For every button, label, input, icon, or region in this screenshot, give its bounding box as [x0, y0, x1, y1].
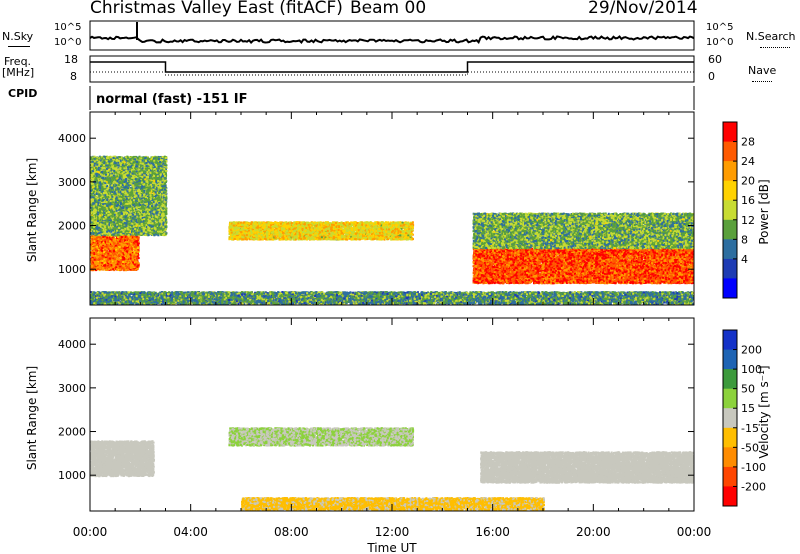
freq-line: [90, 62, 694, 72]
scatter-band: [90, 234, 140, 271]
colorbar-segment: [723, 278, 737, 298]
colorbar-tick-label: 15: [741, 402, 755, 415]
time-axis-labels: 00:00 04:00 08:00 12:00 16:00 20:00 00:00: [73, 525, 712, 539]
velocity-panel: 1000 2000 3000 4000 Slant Range [km]: [25, 318, 694, 511]
colorbar-tick-label: 20: [741, 175, 755, 188]
colorbar-segment: [723, 330, 737, 350]
power-data: [90, 156, 694, 305]
colorbar-segment: [723, 369, 737, 389]
colorbar-segment: [723, 350, 737, 370]
colorbar-segment: [723, 259, 737, 279]
colorbar-tick-label: 4: [741, 253, 748, 266]
colorbar-tick-label: 16: [741, 194, 755, 207]
y-tick-label: 1000: [58, 263, 86, 276]
scatter-band: [473, 247, 695, 284]
colorbar-segment: [723, 142, 737, 162]
y-tick-label: 3000: [58, 176, 86, 189]
nsky-panel: [90, 21, 694, 50]
scatter-band: [90, 440, 155, 477]
colorbar-segment: [723, 200, 737, 220]
scatter-band: [241, 497, 545, 511]
time-tick-label: 16:00: [475, 525, 510, 539]
colorbar-tick-label: 12: [741, 214, 755, 227]
colorbar-segment: [723, 389, 737, 409]
colorbar-tick-label: 28: [741, 136, 755, 149]
freq-panel: [90, 56, 694, 82]
scatter-band: [228, 427, 414, 446]
time-tick-label: 12:00: [375, 525, 410, 539]
colorbar-segment: [723, 122, 737, 142]
power-panel: 1000 2000 3000 4000 Slant Range [km]: [25, 112, 694, 305]
colorbar-segment: [723, 428, 737, 448]
colorbar-tick-label: -100: [741, 461, 766, 474]
velocity-colorbar-label: Velocity [m s⁻¹]: [757, 365, 771, 458]
y-tick-label: 1000: [58, 469, 86, 482]
power-ylabel: Slant Range [km]: [25, 158, 39, 262]
colorbar-tick-label: 8: [741, 233, 748, 246]
time-tick-label: 20:00: [576, 525, 611, 539]
scatter-band: [228, 221, 414, 240]
scatter-band: [90, 156, 168, 237]
colorbar-segment: [723, 220, 737, 240]
time-tick-label: 00:00: [677, 525, 712, 539]
power-colorbar-label: Power [dB]: [757, 179, 771, 244]
y-tick-label: 4000: [58, 338, 86, 351]
time-tick-label: 00:00: [73, 525, 108, 539]
time-axis-title: Time UT: [366, 541, 417, 554]
y-tick-label: 4000: [58, 132, 86, 145]
colorbar-segment: [723, 467, 737, 487]
colorbar-segment: [723, 239, 737, 259]
nsky-line: [90, 37, 694, 43]
scatter-band: [480, 451, 694, 484]
velocity-data: [90, 427, 694, 511]
colorbar-tick-label: 200: [741, 344, 762, 357]
y-tick-label: 2000: [58, 426, 86, 439]
colorbar-segment: [723, 161, 737, 181]
time-tick-label: 08:00: [274, 525, 309, 539]
colorbar-tick-label: 50: [741, 383, 755, 396]
colorbar-tick-label: -200: [741, 480, 766, 493]
colorbar-segment: [723, 486, 737, 506]
colorbar-segment: [723, 181, 737, 201]
velocity-ylabel: Slant Range [km]: [25, 366, 39, 470]
scatter-band: [473, 212, 695, 249]
cpid-panel: [90, 86, 694, 110]
time-tick-label: 04:00: [173, 525, 208, 539]
colorbar-tick-label: 24: [741, 155, 755, 168]
y-tick-label: 2000: [58, 220, 86, 233]
colorbar-segment: [723, 447, 737, 467]
power-colorbar: 28 24 20 16 12 8 4: [723, 122, 755, 299]
y-tick-label: 3000: [58, 382, 86, 395]
colorbar-segment: [723, 408, 737, 428]
